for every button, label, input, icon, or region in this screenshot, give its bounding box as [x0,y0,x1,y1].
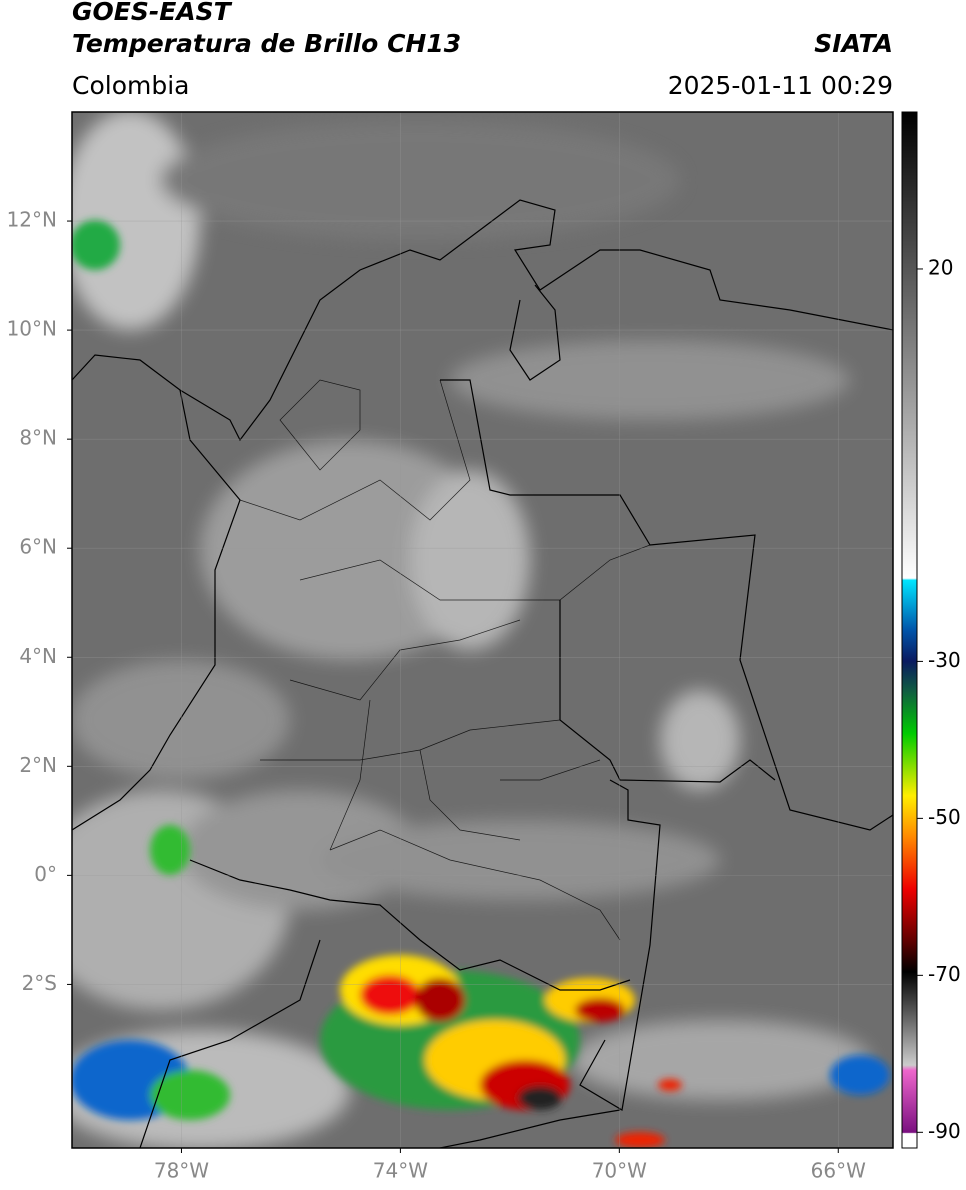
lon-tick-label: 74°W [373,1159,428,1183]
lat-tick-label: 6°N [19,535,57,559]
map-frame [71,111,894,1149]
lon-tick-label: 70°W [592,1159,647,1183]
colorbar-tick-label: 20 [928,255,953,279]
colorbar-tick-label: -90 [928,1119,961,1143]
lat-tick-label: 2°S [22,971,57,995]
lat-tick-label: 0° [34,862,57,886]
lon-tick-label: 78°W [154,1159,209,1183]
satellite-image [72,112,893,1148]
lat-tick-label: 4°N [19,644,57,668]
product-title: Temperatura de Brillo CH13 [72,29,461,58]
satellite-title: GOES-EAST [72,0,233,26]
colorbar [901,111,918,1149]
lat-tick-label: 10°N [7,317,57,341]
map-grid [72,112,893,1148]
datetime-label: 2025-01-11 00:29 [668,71,893,100]
colorbar-tick-label: -50 [928,805,961,829]
colorbar-tick-label: -30 [928,648,961,672]
region-label: Colombia [72,71,189,100]
lat-tick-label: 8°N [19,426,57,450]
source-label: SIATA [814,29,893,58]
colorbar-tick-label: -70 [928,962,961,986]
lon-tick-label: 66°W [811,1159,866,1183]
lat-tick-label: 2°N [19,753,57,777]
lat-tick-label: 12°N [7,208,57,232]
